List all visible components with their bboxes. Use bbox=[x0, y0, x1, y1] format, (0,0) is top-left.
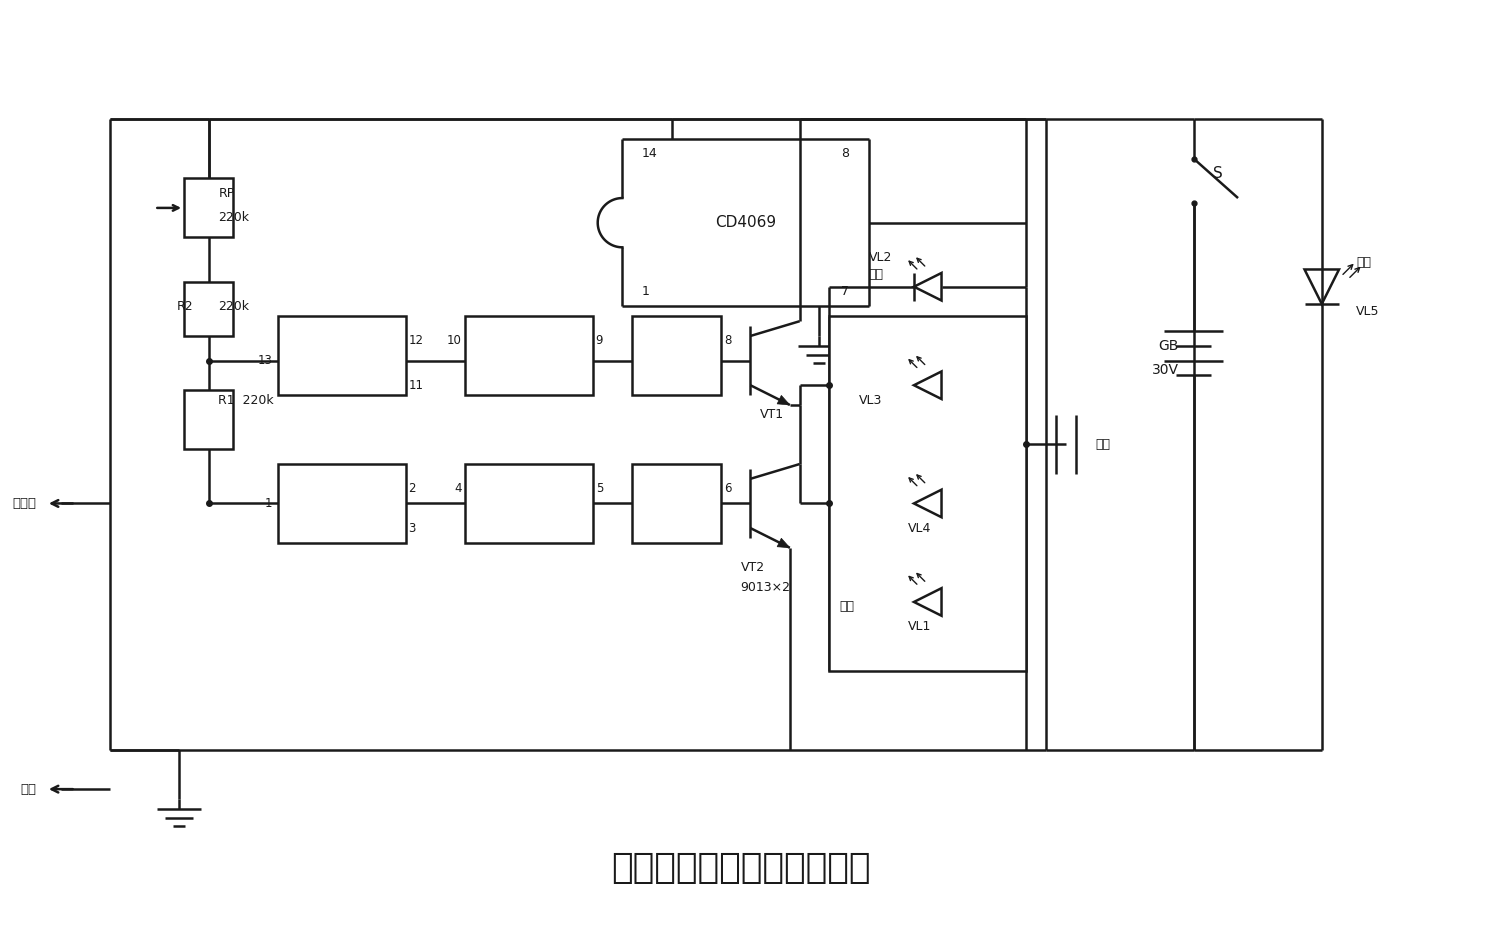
Text: 双色: 双色 bbox=[1096, 438, 1111, 451]
Text: VT2: VT2 bbox=[741, 561, 765, 574]
Bar bbox=[465, 317, 593, 395]
Text: 1: 1 bbox=[266, 497, 273, 510]
Text: VL1: VL1 bbox=[907, 620, 931, 633]
Text: VL5: VL5 bbox=[1356, 304, 1380, 318]
Text: 13: 13 bbox=[258, 354, 273, 367]
Text: VL4: VL4 bbox=[907, 521, 931, 534]
Text: 220k: 220k bbox=[218, 300, 249, 313]
Text: 探头: 探头 bbox=[21, 783, 36, 796]
Text: 3: 3 bbox=[408, 521, 416, 534]
Text: R1  220k: R1 220k bbox=[218, 393, 275, 406]
Text: S: S bbox=[1213, 166, 1224, 181]
Bar bbox=[184, 178, 233, 237]
Text: 8: 8 bbox=[723, 334, 731, 347]
Text: 1: 1 bbox=[642, 285, 650, 298]
Text: 2: 2 bbox=[408, 482, 416, 495]
Text: 红色柱: 红色柱 bbox=[12, 497, 36, 510]
Text: 绿色: 绿色 bbox=[869, 268, 884, 281]
Text: 30V: 30V bbox=[1152, 363, 1179, 377]
Bar bbox=[184, 282, 233, 336]
Text: RP: RP bbox=[218, 187, 235, 200]
Text: VT1: VT1 bbox=[760, 408, 784, 421]
Text: 12: 12 bbox=[408, 334, 423, 347]
Text: 11: 11 bbox=[408, 378, 423, 391]
Text: 多功能导电能力测试仪电路: 多功能导电能力测试仪电路 bbox=[610, 851, 870, 884]
Text: 4: 4 bbox=[454, 482, 462, 495]
Bar bbox=[278, 317, 405, 395]
Bar bbox=[633, 317, 720, 395]
Text: 14: 14 bbox=[642, 148, 658, 161]
Text: 220k: 220k bbox=[218, 211, 249, 224]
Bar bbox=[278, 464, 405, 543]
Text: GB: GB bbox=[1158, 339, 1179, 353]
Bar bbox=[829, 317, 1026, 671]
Text: 5: 5 bbox=[595, 482, 603, 495]
Text: R2: R2 bbox=[177, 300, 195, 313]
Text: 9013×2: 9013×2 bbox=[741, 581, 790, 594]
Bar bbox=[184, 390, 233, 449]
Text: VL3: VL3 bbox=[858, 393, 882, 406]
Bar bbox=[633, 464, 720, 543]
Text: 8: 8 bbox=[841, 148, 849, 161]
Text: 9: 9 bbox=[595, 334, 603, 347]
Text: 10: 10 bbox=[447, 334, 462, 347]
Text: 绿色: 绿色 bbox=[1356, 256, 1371, 269]
Text: 红色: 红色 bbox=[839, 601, 854, 614]
Polygon shape bbox=[777, 395, 790, 405]
Bar bbox=[465, 464, 593, 543]
Text: VL2: VL2 bbox=[869, 250, 892, 263]
Text: 6: 6 bbox=[723, 482, 731, 495]
Polygon shape bbox=[777, 538, 790, 547]
Text: CD4069: CD4069 bbox=[714, 215, 777, 230]
Text: 7: 7 bbox=[841, 285, 849, 298]
